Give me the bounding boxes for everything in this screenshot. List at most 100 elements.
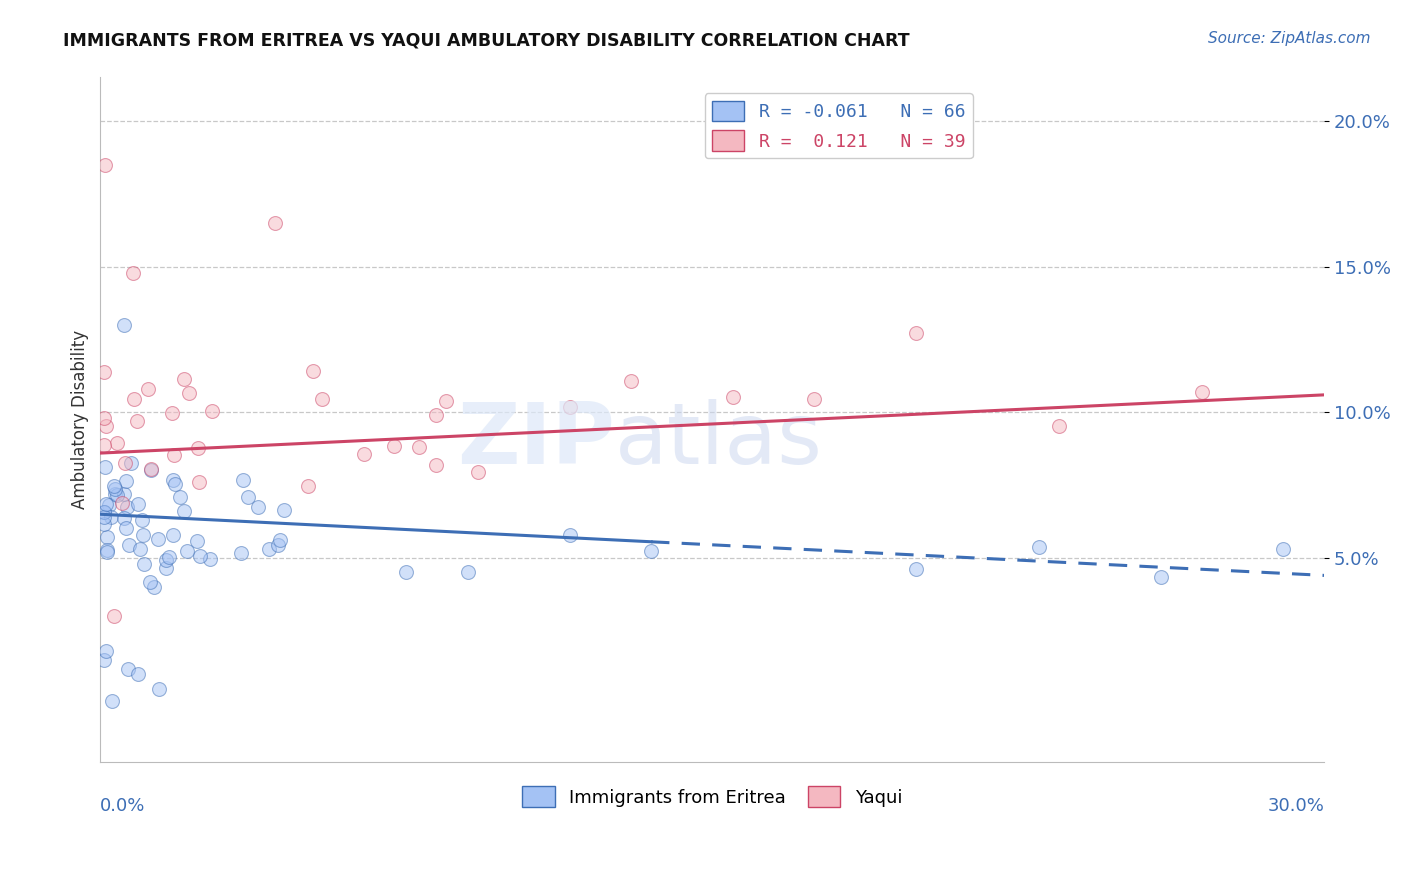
Point: [236, 490, 259, 504]
Point: [93, 653, 115, 667]
Point: [117, 662, 139, 676]
Point: [721, 390, 744, 404]
Point: [188, 549, 211, 564]
Point: [103, 486, 125, 500]
Point: [105, 487, 128, 501]
Point: [1028, 540, 1050, 554]
Point: [425, 408, 447, 422]
Point: [434, 394, 457, 409]
Point: [162, 473, 184, 487]
Point: [96, 543, 118, 558]
Point: [112, 486, 135, 500]
Point: [93, 505, 115, 519]
Point: [105, 436, 128, 450]
Point: [177, 385, 200, 400]
Point: [115, 500, 138, 515]
Point: [1191, 385, 1213, 400]
Point: [93, 365, 115, 379]
Text: atlas: atlas: [614, 399, 823, 482]
Text: Source: ZipAtlas.com: Source: ZipAtlas.com: [1208, 31, 1371, 46]
Point: [467, 466, 489, 480]
Point: [96, 545, 118, 559]
Point: [117, 538, 139, 552]
Point: [114, 456, 136, 470]
Point: [1047, 419, 1070, 434]
Point: [148, 532, 170, 546]
Point: [803, 392, 825, 406]
Text: IMMIGRANTS FROM ERITREA VS YAQUI AMBULATORY DISABILITY CORRELATION CHART: IMMIGRANTS FROM ERITREA VS YAQUI AMBULAT…: [63, 31, 910, 49]
Point: [148, 681, 170, 696]
Point: [131, 513, 153, 527]
Point: [169, 490, 191, 504]
Point: [257, 542, 280, 557]
Point: [558, 528, 581, 542]
Point: [112, 511, 135, 525]
Point: [94, 459, 117, 474]
Point: [186, 534, 208, 549]
Point: [267, 538, 290, 552]
Text: 0.0%: 0.0%: [100, 797, 146, 815]
Point: [382, 439, 405, 453]
Point: [93, 509, 115, 524]
Point: [112, 318, 135, 332]
Point: [302, 364, 325, 378]
Point: [128, 541, 150, 556]
Point: [1272, 542, 1295, 557]
Point: [173, 372, 195, 386]
Point: [98, 499, 121, 513]
Point: [905, 326, 928, 340]
Point: [155, 553, 177, 567]
Point: [114, 521, 136, 535]
Point: [273, 502, 295, 516]
Point: [132, 528, 155, 542]
Legend: Immigrants from Eritrea, Yaqui: Immigrants from Eritrea, Yaqui: [515, 779, 910, 814]
Point: [136, 382, 159, 396]
Point: [155, 560, 177, 574]
Point: [101, 693, 124, 707]
Point: [297, 479, 319, 493]
Point: [139, 461, 162, 475]
Point: [269, 533, 291, 547]
Point: [104, 482, 127, 496]
Point: [162, 448, 184, 462]
Point: [353, 447, 375, 461]
Text: 30.0%: 30.0%: [1267, 797, 1324, 815]
Point: [122, 392, 145, 407]
Point: [121, 266, 143, 280]
Point: [176, 543, 198, 558]
Point: [143, 580, 166, 594]
Point: [120, 456, 142, 470]
Point: [127, 414, 149, 428]
Point: [94, 418, 117, 433]
Text: ZIP: ZIP: [457, 399, 614, 482]
Point: [93, 411, 115, 425]
Point: [163, 477, 186, 491]
Y-axis label: Ambulatory Disability: Ambulatory Disability: [72, 330, 89, 509]
Point: [157, 550, 180, 565]
Point: [229, 546, 252, 560]
Point: [620, 374, 643, 388]
Point: [103, 609, 125, 624]
Point: [93, 516, 115, 531]
Point: [200, 552, 222, 566]
Point: [96, 644, 118, 658]
Point: [110, 496, 132, 510]
Point: [425, 458, 447, 472]
Point: [201, 404, 224, 418]
Point: [139, 574, 162, 589]
Point: [103, 479, 125, 493]
Point: [247, 500, 270, 514]
Point: [1150, 570, 1173, 584]
Point: [162, 528, 184, 542]
Point: [640, 543, 662, 558]
Point: [100, 509, 122, 524]
Point: [114, 474, 136, 488]
Point: [139, 463, 162, 477]
Point: [132, 558, 155, 572]
Point: [186, 441, 208, 455]
Point: [94, 497, 117, 511]
Point: [232, 473, 254, 487]
Point: [188, 475, 211, 489]
Point: [408, 440, 430, 454]
Point: [96, 530, 118, 544]
